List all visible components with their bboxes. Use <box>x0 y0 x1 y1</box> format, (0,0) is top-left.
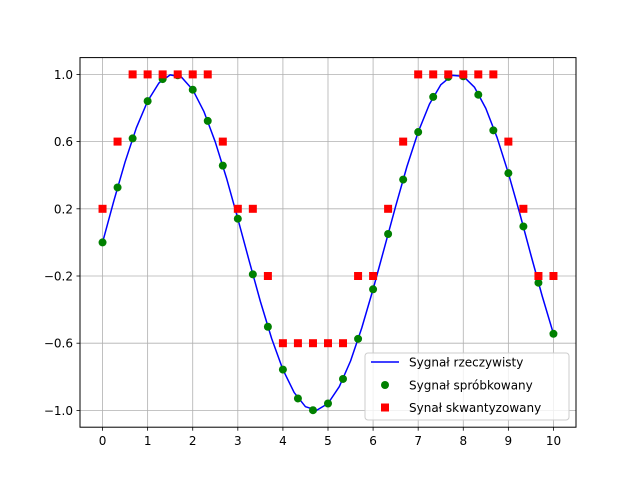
legend-label-line: Sygnał rzeczywisty <box>409 356 523 370</box>
sampled-point <box>414 128 423 137</box>
sampled-point <box>263 322 272 331</box>
quantized-point <box>308 339 317 348</box>
sampled-point <box>248 270 257 279</box>
legend-label-quantized: Synał skwantyzowany <box>409 401 541 415</box>
sampled-point <box>384 230 393 238</box>
legend-box <box>364 352 570 421</box>
quantized-point <box>369 272 378 280</box>
quantized-point <box>474 70 483 79</box>
y-tick-label: −0.2 <box>44 270 73 284</box>
quantized-point <box>293 339 302 348</box>
x-tick-label: 5 <box>324 434 332 448</box>
quantized-point <box>339 339 348 348</box>
sampled-point <box>489 126 498 135</box>
y-tick-label: −0.6 <box>44 337 73 351</box>
quantized-point <box>429 70 438 79</box>
quantized-point <box>263 272 272 280</box>
sampled-point <box>143 97 152 106</box>
x-tick-label: 0 <box>99 434 107 448</box>
sampled-point <box>504 169 513 178</box>
x-tick-label: 8 <box>459 434 467 448</box>
quantized-point <box>504 137 513 146</box>
sampled-point <box>113 183 122 192</box>
quantized-point <box>444 70 453 79</box>
sampled-point <box>429 92 438 101</box>
quantized-point <box>534 272 543 280</box>
sampled-point <box>218 161 227 170</box>
quantized-point <box>98 204 107 213</box>
sampled-point <box>278 365 287 374</box>
sampled-point <box>354 334 363 343</box>
sampled-point <box>324 399 332 408</box>
quantized-point <box>128 70 137 79</box>
quantized-point <box>414 70 423 79</box>
sampled-point <box>519 222 528 231</box>
quantized-point <box>489 70 498 79</box>
x-tick-label: 2 <box>189 434 197 448</box>
sampled-point <box>549 329 558 338</box>
x-tick-label: 9 <box>505 434 513 448</box>
sampled-point <box>308 406 317 415</box>
y-tick-label: −1.0 <box>44 404 73 418</box>
sampled-point <box>98 238 107 247</box>
quantized-point <box>549 272 558 280</box>
quantized-point <box>459 70 468 79</box>
quantized-point <box>519 204 528 213</box>
quantized-point <box>203 70 212 79</box>
quantized-point <box>218 137 227 146</box>
quantized-point <box>324 339 332 348</box>
quantized-point <box>384 204 393 213</box>
x-tick-label: 4 <box>279 434 287 448</box>
quantized-point <box>278 339 287 348</box>
sampled-point <box>188 85 197 94</box>
x-tick-label: 3 <box>234 434 242 448</box>
y-tick-label: 0.2 <box>54 202 73 216</box>
y-axis: 1.0 0.6 0.2 −0.2 −0.6 −1.0 <box>44 68 80 418</box>
sampled-point <box>233 214 242 223</box>
sampled-point <box>203 116 212 125</box>
x-tick-label: 6 <box>369 434 377 448</box>
quantized-point <box>354 272 363 280</box>
quantized-point <box>188 70 197 79</box>
x-tick-label: 7 <box>414 434 422 448</box>
quantized-point <box>233 204 242 213</box>
sampled-point <box>399 175 408 184</box>
sampled-point <box>369 285 378 294</box>
sampled-point <box>474 90 483 99</box>
y-tick-label: 1.0 <box>54 68 73 82</box>
x-tick-label: 10 <box>546 434 561 448</box>
quantized-point <box>399 137 408 146</box>
plot-area <box>98 70 558 415</box>
legend: Sygnał rzeczywisty Sygnał spróbkowany Sy… <box>364 352 570 421</box>
quantized-point <box>143 70 152 79</box>
sampled-point <box>293 394 302 403</box>
legend-square-swatch <box>381 403 389 412</box>
quantized-point <box>158 70 167 79</box>
quantized-point <box>248 204 257 213</box>
sampled-point <box>534 278 543 287</box>
sampled-point <box>128 134 137 143</box>
x-axis: 0 1 2 3 4 5 6 7 8 9 10 <box>99 427 561 448</box>
x-tick-label: 1 <box>144 434 152 448</box>
quantized-point <box>173 70 182 79</box>
sampled-point <box>339 374 348 383</box>
y-tick-label: 0.6 <box>54 135 73 149</box>
quantized-point <box>113 137 122 146</box>
legend-label-sampled: Sygnał spróbkowany <box>409 379 533 393</box>
legend-circle-swatch <box>381 381 389 389</box>
